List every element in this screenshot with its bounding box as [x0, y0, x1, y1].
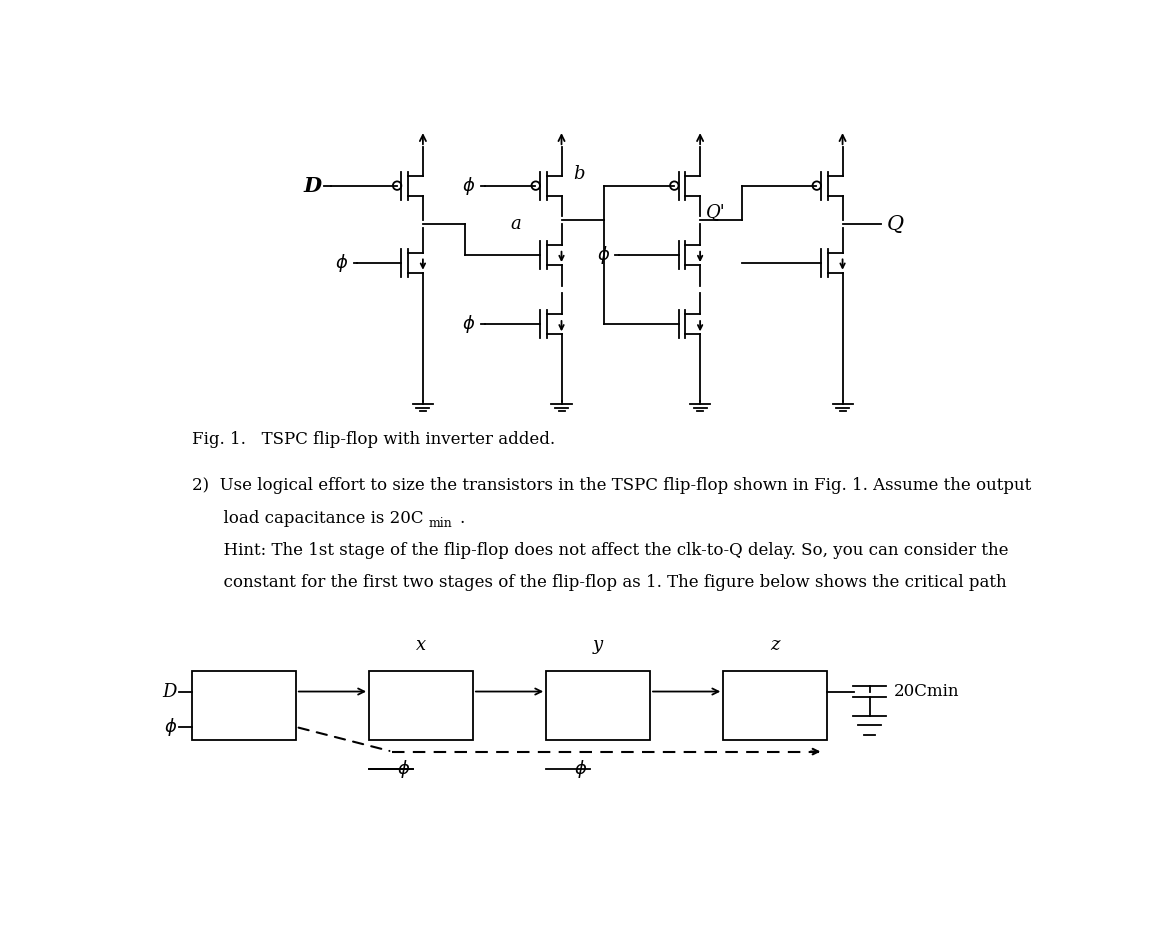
Text: D: D [303, 176, 321, 196]
Text: Q': Q' [706, 204, 726, 222]
Text: 20Cmin: 20Cmin [894, 683, 960, 700]
Text: $\phi$: $\phi$ [462, 175, 476, 196]
Text: D: D [162, 682, 176, 700]
Text: $\phi$: $\phi$ [335, 251, 348, 274]
Text: x: x [416, 636, 426, 654]
Text: .: . [459, 510, 465, 527]
Bar [369, 670, 473, 740]
Text: Fig. 1.   TSPC flip-flop with inverter added.: Fig. 1. TSPC flip-flop with inverter add… [192, 431, 555, 448]
Text: a: a [510, 215, 521, 233]
Text: $\phi$: $\phi$ [574, 759, 588, 780]
Text: $\phi$: $\phi$ [462, 313, 476, 335]
Text: $\phi$: $\phi$ [164, 716, 178, 738]
Text: z: z [771, 636, 780, 654]
Text: load capacitance is 20C: load capacitance is 20C [192, 510, 423, 527]
Text: Hint: The 1st stage of the flip-flop does not affect the clk-to-Q delay. So, you: Hint: The 1st stage of the flip-flop doe… [192, 542, 1009, 560]
Text: $\phi$: $\phi$ [597, 244, 610, 266]
Text: constant for the first two stages of the flip-flop as 1. The figure below shows : constant for the first two stages of the… [192, 574, 1006, 591]
Bar [724, 670, 827, 740]
Text: $\phi$: $\phi$ [396, 759, 411, 780]
Text: b: b [574, 165, 584, 183]
Text: y: y [594, 636, 603, 654]
Text: Q: Q [887, 215, 904, 234]
Text: 2)  Use logical effort to size the transistors in the TSPC flip-flop shown in Fi: 2) Use logical effort to size the transi… [192, 478, 1031, 494]
Text: min: min [428, 517, 452, 530]
Bar [547, 670, 650, 740]
Bar [192, 670, 296, 740]
